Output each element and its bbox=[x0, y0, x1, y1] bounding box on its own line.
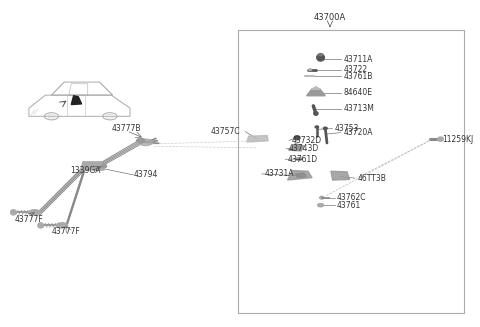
Text: 43732D: 43732D bbox=[291, 136, 322, 145]
Polygon shape bbox=[312, 87, 320, 89]
Ellipse shape bbox=[139, 139, 153, 146]
Text: 43777B: 43777B bbox=[112, 124, 142, 133]
Text: 43761D: 43761D bbox=[288, 155, 318, 164]
Polygon shape bbox=[295, 173, 306, 178]
Text: 11259KJ: 11259KJ bbox=[442, 135, 473, 144]
Ellipse shape bbox=[11, 210, 16, 215]
Polygon shape bbox=[288, 144, 304, 151]
Text: 43700A: 43700A bbox=[314, 13, 346, 22]
Ellipse shape bbox=[320, 197, 324, 199]
Ellipse shape bbox=[317, 54, 324, 61]
Text: 43731A: 43731A bbox=[264, 169, 294, 179]
Polygon shape bbox=[331, 171, 349, 180]
Ellipse shape bbox=[294, 136, 300, 140]
Ellipse shape bbox=[102, 164, 107, 168]
Text: 46TT3B: 46TT3B bbox=[357, 174, 386, 183]
Ellipse shape bbox=[314, 112, 318, 115]
Text: 1339GA: 1339GA bbox=[70, 166, 101, 175]
Text: 43777F: 43777F bbox=[51, 227, 80, 236]
Text: 43762C: 43762C bbox=[337, 193, 367, 202]
Text: 43743D: 43743D bbox=[288, 144, 319, 153]
Ellipse shape bbox=[315, 126, 319, 128]
Text: 84640E: 84640E bbox=[343, 88, 372, 97]
Ellipse shape bbox=[318, 54, 323, 56]
Ellipse shape bbox=[56, 223, 68, 228]
Polygon shape bbox=[71, 96, 82, 105]
Polygon shape bbox=[247, 136, 268, 142]
Polygon shape bbox=[307, 89, 325, 96]
Text: 43761B: 43761B bbox=[343, 72, 372, 81]
Ellipse shape bbox=[296, 158, 302, 160]
Text: 43711A: 43711A bbox=[343, 55, 372, 64]
Text: 43713M: 43713M bbox=[343, 104, 374, 113]
Text: 43794: 43794 bbox=[133, 170, 158, 180]
Text: 43720A: 43720A bbox=[343, 128, 372, 137]
Polygon shape bbox=[81, 162, 104, 170]
Ellipse shape bbox=[309, 69, 312, 71]
Ellipse shape bbox=[137, 138, 145, 143]
Ellipse shape bbox=[29, 210, 40, 215]
Polygon shape bbox=[288, 171, 312, 180]
Ellipse shape bbox=[438, 137, 444, 141]
Text: 43753: 43753 bbox=[335, 124, 359, 133]
Text: 43722: 43722 bbox=[343, 65, 367, 74]
Bar bbox=[238, 30, 464, 313]
Text: 43757C: 43757C bbox=[211, 127, 240, 136]
Ellipse shape bbox=[38, 223, 44, 228]
Ellipse shape bbox=[318, 204, 324, 207]
Text: 43777F: 43777F bbox=[15, 215, 44, 224]
Text: 43761: 43761 bbox=[337, 201, 361, 210]
Ellipse shape bbox=[324, 127, 327, 129]
